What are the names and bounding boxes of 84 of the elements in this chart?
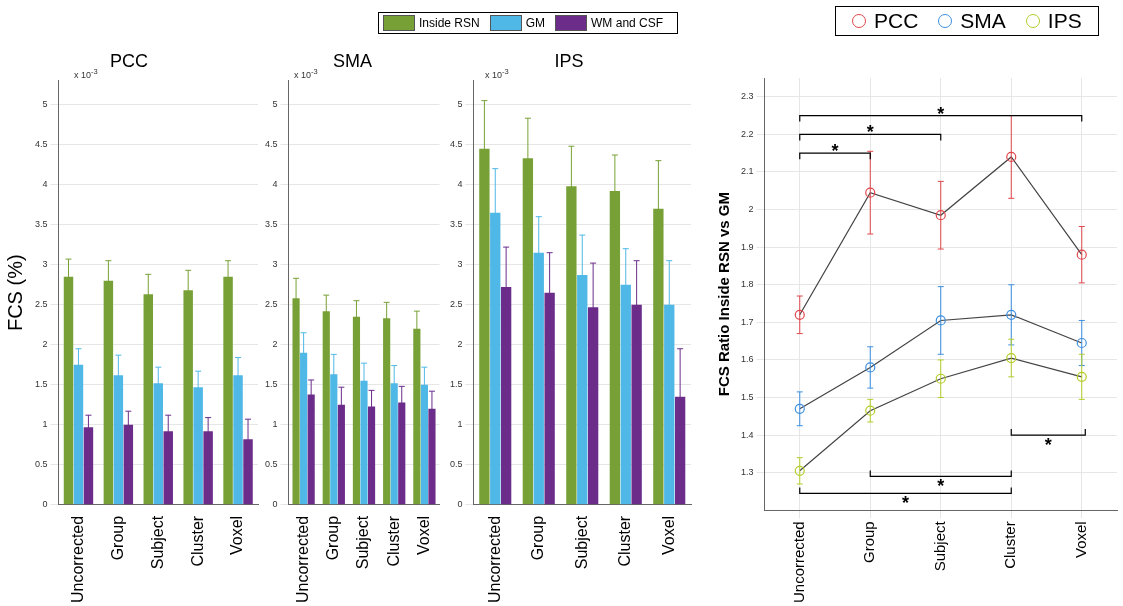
x-tick-label: Group [860,521,878,563]
y-tick-label: 4 [42,179,48,190]
y-tick-label: 2 [457,339,463,350]
legend-label: Inside RSN [419,16,480,30]
y-tick-label: 2.2 [741,128,754,139]
annotation: * [831,141,839,162]
y-tick-label: 1.5 [741,392,754,403]
y-tick-label: 1 [457,419,463,430]
legend-label: IPS [1047,9,1082,33]
y-tick-label: 1.5 [450,379,463,390]
y-tick-label: 4 [457,179,463,190]
annotation: * [902,493,910,514]
y-tick-label: 4.5 [35,139,48,150]
x-tick-label: Cluster [188,515,206,567]
y-tick-label: 2.5 [265,299,278,310]
text: x 10$^{-3}$ [74,67,98,80]
x-tick-label: Subject [148,515,166,570]
y-tick-label: 2 [42,339,48,350]
x-tick-label: Subject [930,520,948,572]
y-tick-label: 1 [42,419,48,430]
annotation: * [1044,435,1052,456]
y-tick-label: 0 [457,499,463,510]
y-tick-label: 1 [272,419,278,430]
x-tick-label: Voxel [1071,521,1089,558]
y-tick-label: 2.3 [741,91,754,102]
y-tick-label: 1.5 [35,379,48,390]
legend-label: WM and CSF [591,16,664,30]
y-tick-label: 0.5 [35,459,48,470]
text: x 10$^{-3}$ [485,67,509,80]
y-tick-label: 4 [272,179,278,190]
chart-title: PCC [109,50,149,71]
x-tick-label: Cluster [1001,521,1019,569]
x-tick-label: Uncorrected [294,515,312,604]
legend-label: PCC [874,9,919,33]
y-tick-label: 0 [42,499,48,510]
x-tick-label: Uncorrected [789,521,807,603]
y-axis-title: FCS (%) [3,254,26,332]
y-tick-label: 3 [457,259,463,270]
x-tick-label: Uncorrected [68,515,86,604]
annotation: * [937,103,945,124]
chart-title: SMA [332,50,373,71]
y-tick-label: 1.8 [741,279,754,290]
y-tick-label: 2.1 [741,166,754,177]
y-tick-label: 5 [457,99,463,110]
y-tick-label: 1.5 [265,379,278,390]
text: x 10$^{-3}$ [294,67,318,80]
x-tick-label: Voxel [659,515,677,555]
x-tick-label: Group [529,515,547,561]
y-tick-label: 2 [272,339,278,350]
annotation: * [937,476,945,497]
y-tick-label: 2.5 [35,299,48,310]
x-tick-label: Uncorrected [485,515,503,604]
annotation: * [866,122,874,143]
y-tick-label: 1.4 [741,429,754,440]
y-tick-label: 3.5 [265,219,278,230]
y-tick-label: 0.5 [450,459,463,470]
legend-label: GM [525,16,546,30]
y-tick-label: 5 [272,99,278,110]
x-tick-label: Group [108,515,126,561]
y-tick-label: 0 [272,499,278,510]
y-tick-label: 5 [42,99,48,110]
x-tick-label: Cluster [384,515,402,567]
y-axis-title: FCS Ratio Inside RSN vs GM [715,192,733,397]
y-tick-label: 1.9 [741,241,754,252]
x-tick-label: Voxel [414,515,432,555]
y-tick-label: 3.5 [450,219,463,230]
y-tick-label: 1.6 [741,354,754,365]
x-tick-label: Group [324,515,342,561]
x-tick-label: Voxel [228,515,246,555]
x-tick-label: Subject [354,515,372,570]
y-tick-label: 1.7 [741,316,754,327]
y-tick-label: 3 [42,259,48,270]
y-tick-label: 2.5 [450,299,463,310]
y-tick-label: 3 [272,259,278,270]
legend-label: SMA [960,9,1006,33]
y-tick-label: 4.5 [265,139,278,150]
y-tick-label: 0.5 [265,459,278,470]
y-tick-label: 2 [748,204,754,215]
x-tick-label: Cluster [616,515,634,567]
y-tick-label: 3.5 [35,219,48,230]
y-tick-label: 4.5 [450,139,463,150]
x-tick-label: Subject [572,515,590,570]
chart-title: IPS [554,50,584,71]
y-tick-label: 1.3 [741,467,754,478]
